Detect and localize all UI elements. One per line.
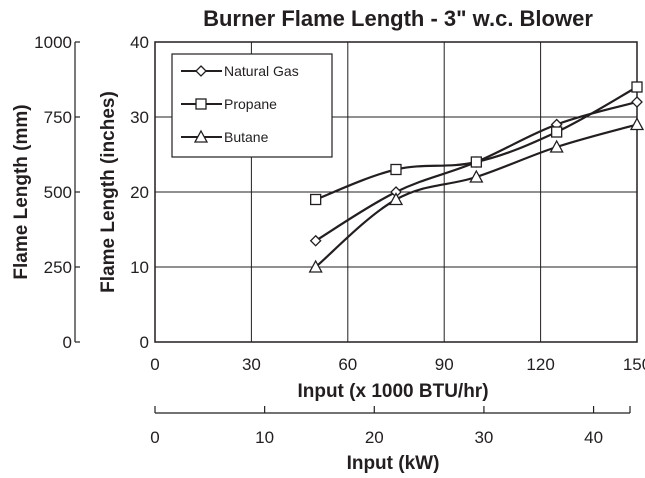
legend-item: Propane — [181, 96, 277, 112]
y2-axis-label: Flame Length (mm) — [11, 104, 32, 279]
legend-item: Butane — [181, 129, 269, 145]
x-tick-label: 120 — [526, 355, 554, 374]
x-tick-label: 0 — [150, 355, 159, 374]
data-point — [631, 81, 643, 93]
x-tick-label: 150 — [623, 355, 645, 374]
y2-tick-label: 0 — [63, 333, 72, 352]
data-point — [549, 139, 564, 153]
x2-tick-label: 10 — [255, 428, 274, 447]
plot-area — [154, 41, 638, 343]
data-point — [470, 156, 482, 168]
y2-tick-label: 1000 — [34, 33, 72, 52]
legend-label: Butane — [224, 129, 269, 145]
y2-tick-label: 250 — [44, 258, 72, 277]
x2-tick-label: 30 — [474, 428, 493, 447]
y2-tick-label: 750 — [44, 108, 72, 127]
data-point — [308, 259, 323, 273]
y2-tick-label: 500 — [44, 183, 72, 202]
chart-title: Burner Flame Length - 3" w.c. Blower — [203, 6, 593, 31]
x2-tick-label: 20 — [365, 428, 384, 447]
data-point — [310, 193, 322, 206]
axes: 0 10 20 30 40 0 30 60 90 120 150 0 250 500 750 1000 0 10 2… — [34, 33, 645, 447]
legend-marker — [195, 65, 207, 77]
y-tick-label: 40 — [130, 33, 149, 52]
data-point — [390, 163, 402, 176]
data-point — [469, 169, 484, 183]
legend: Natural Gas Propane Butane — [171, 53, 333, 158]
series-layer — [308, 81, 645, 273]
data-point — [629, 117, 645, 131]
x-axis-label: Input (x 1000 BTU/hr) — [297, 381, 488, 402]
x-tick-label: 90 — [435, 355, 454, 374]
legend-item: Natural Gas — [181, 63, 299, 79]
y-axis-label: Flame Length (inches) — [98, 91, 119, 293]
series-line — [314, 123, 638, 268]
legend-marker — [195, 98, 207, 110]
x2-axis-label: Input (kW) — [347, 453, 440, 474]
series-butane — [308, 117, 645, 273]
x-tick-label: 30 — [242, 355, 261, 374]
legend-label: Natural Gas — [224, 63, 299, 79]
series-propane — [310, 81, 643, 206]
y-tick-label: 0 — [140, 333, 149, 352]
y-tick-label: 20 — [130, 183, 149, 202]
x2-tick-label: 0 — [150, 428, 159, 447]
data-point — [309, 234, 322, 247]
legend-marker — [193, 129, 209, 143]
x-tick-label: 60 — [338, 355, 357, 374]
x2-tick-label: 40 — [584, 428, 603, 447]
data-point — [388, 192, 404, 206]
y-tick-label: 10 — [130, 258, 149, 277]
data-point — [631, 96, 643, 108]
y-tick-label: 30 — [130, 108, 149, 127]
data-point — [551, 126, 563, 138]
legend-label: Propane — [224, 96, 277, 112]
